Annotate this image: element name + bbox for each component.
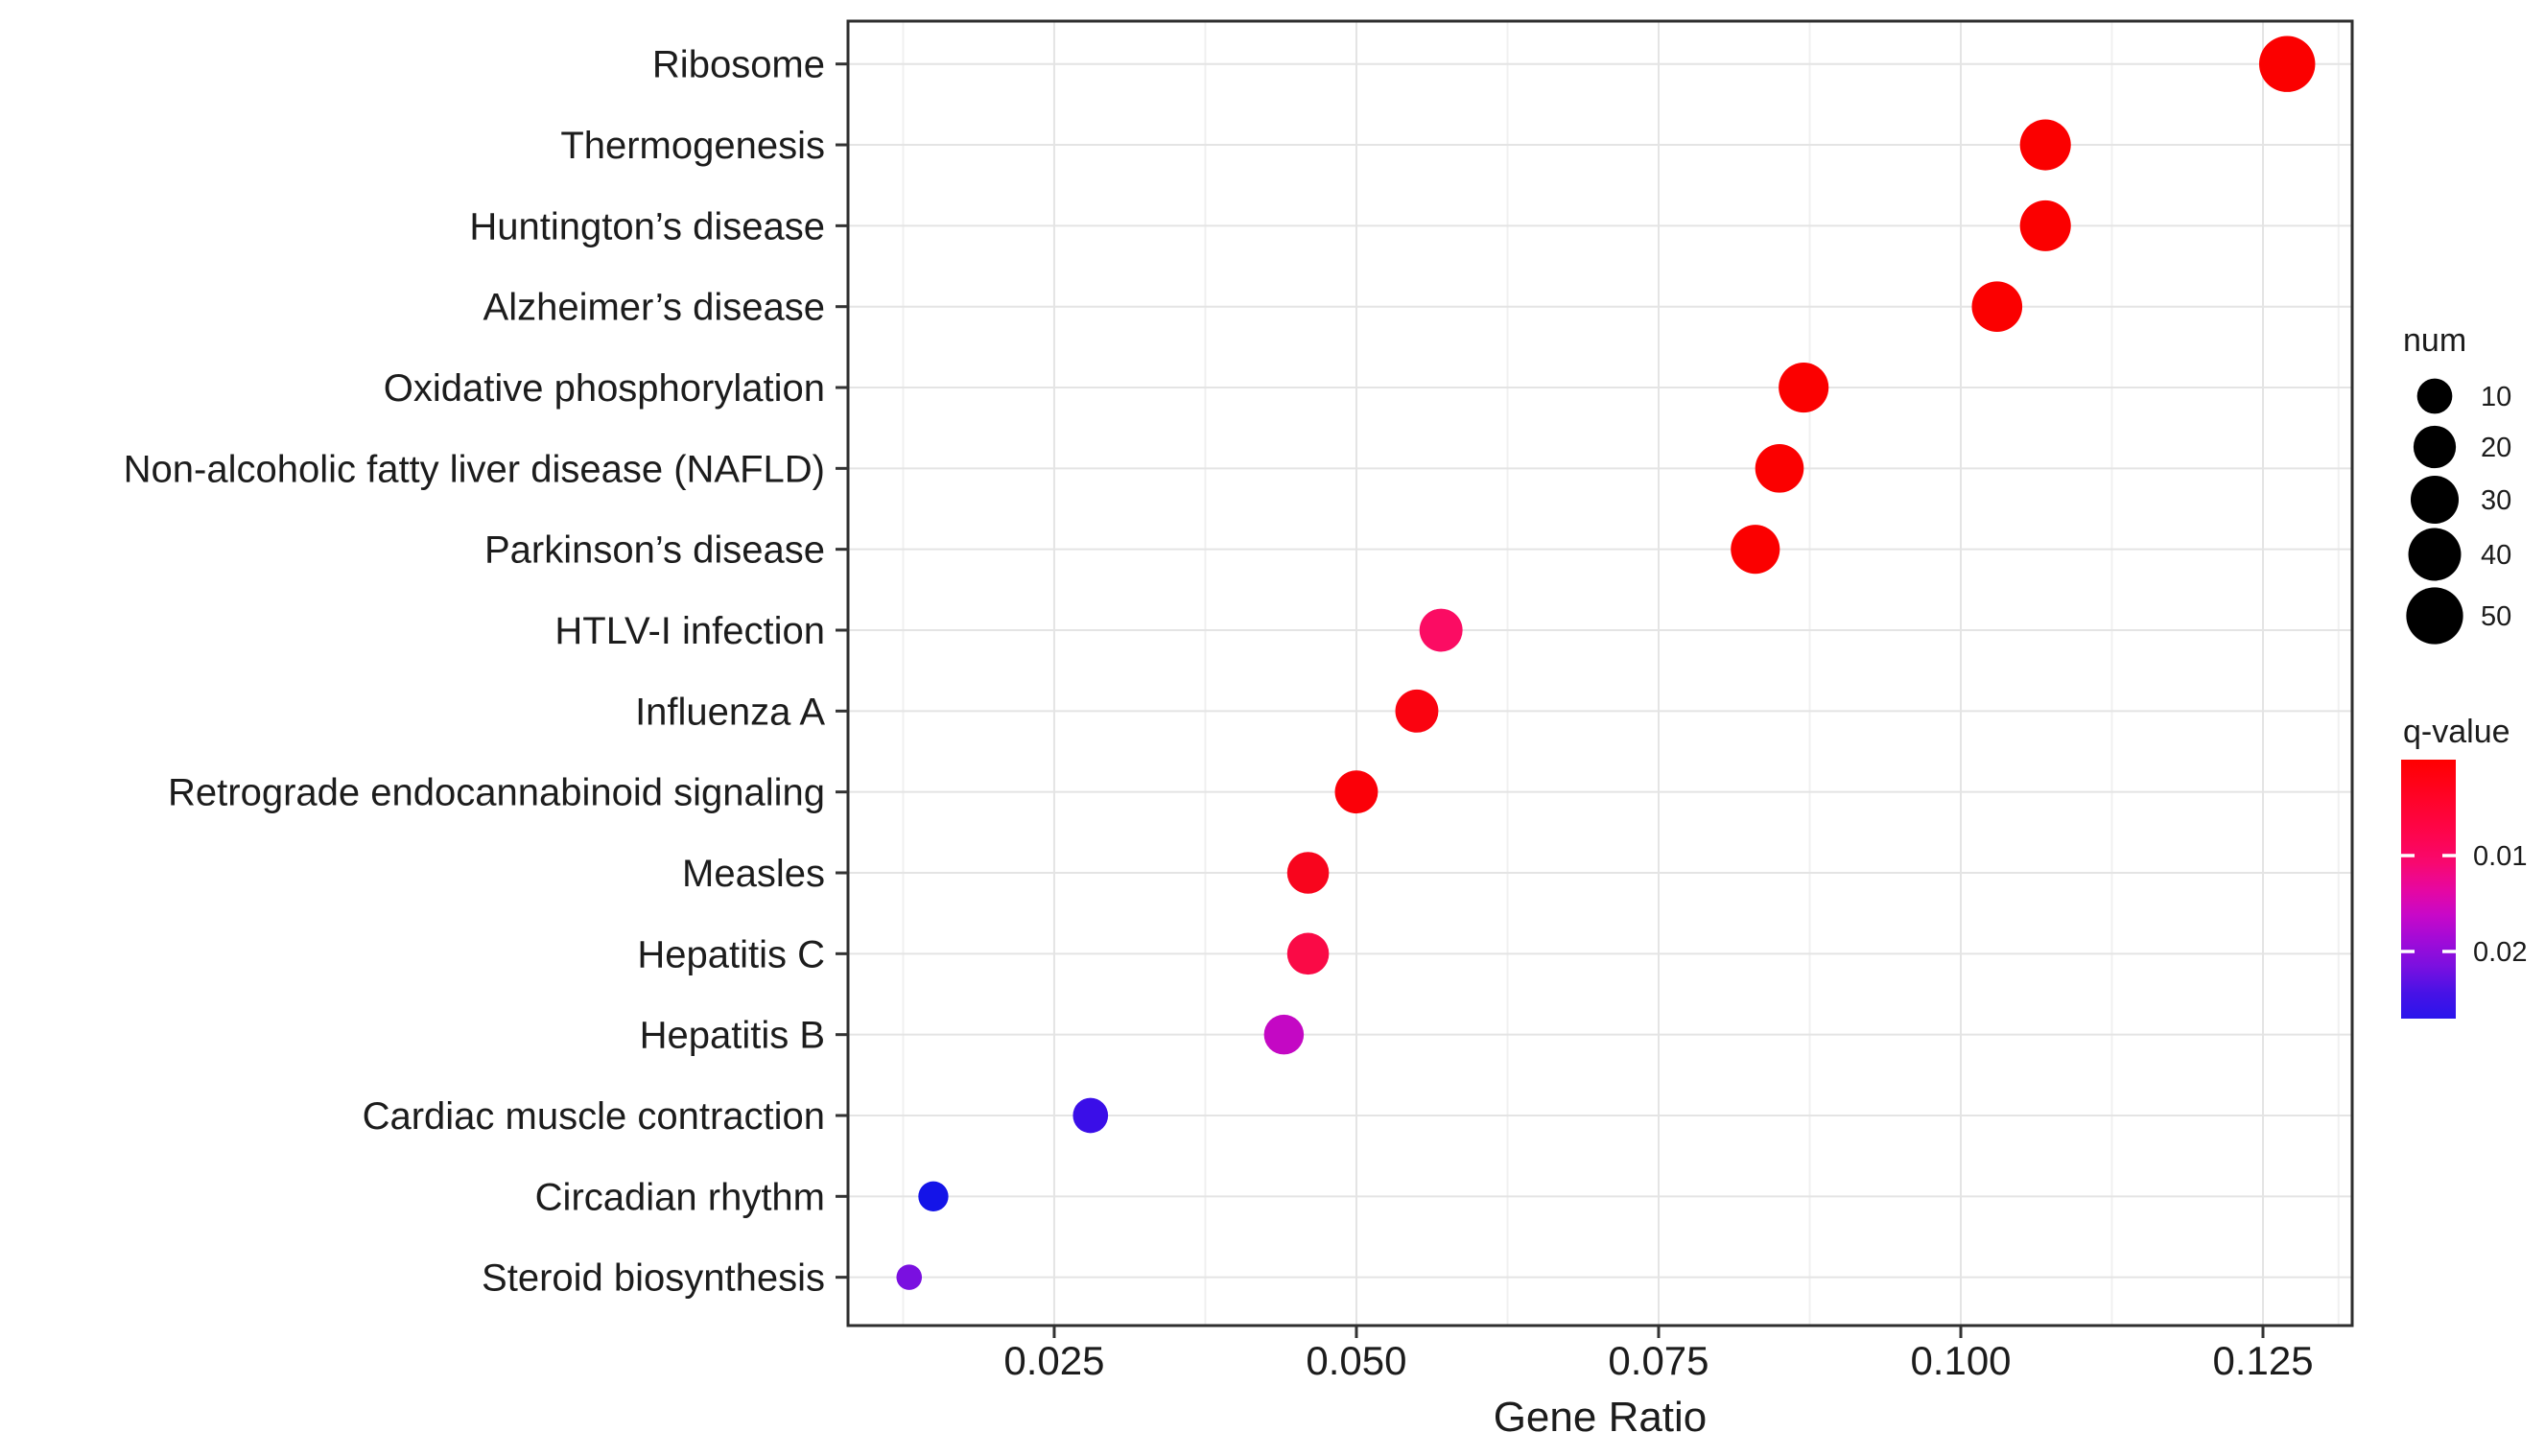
size-legend-label: 40 — [2481, 540, 2511, 571]
x-tick-label: 0.050 — [1306, 1338, 1406, 1383]
gridlines — [848, 21, 2352, 1326]
dot-thermogenesis — [2019, 119, 2071, 171]
y-axis-label: HTLV-I infection — [554, 610, 825, 652]
color-legend-label: 0.01 — [2473, 841, 2527, 872]
dot-retrograde-endocannabinoid-signaling — [1334, 770, 1379, 814]
y-axis-label: Parkinson’s disease — [484, 529, 825, 572]
color-legend: q-value 0.01 0.02 — [2401, 714, 2527, 1019]
x-tick-label: 0.075 — [1608, 1338, 1708, 1383]
x-tick-label: 0.025 — [1003, 1338, 1104, 1383]
dot-non-alcoholic-fatty-liver-disease-nafld- — [1755, 444, 1804, 493]
q-value-colorbar — [2401, 760, 2456, 1019]
size-legend-key-50 — [2406, 587, 2463, 645]
size-legend-title: num — [2403, 322, 2466, 359]
dot-hepatitis-c — [1286, 932, 1330, 975]
color-legend-title: q-value — [2403, 714, 2510, 750]
size-legend-key-40 — [2408, 528, 2462, 581]
y-axis-label: Steroid biosynthesis — [482, 1257, 825, 1300]
axis-labels: Ribosome Thermogenesis Huntington’s diseas… — [124, 44, 2314, 1441]
size-legend-key-10 — [2416, 378, 2453, 414]
y-axis-label: Circadian rhythm — [535, 1176, 825, 1218]
size-legend-label: 20 — [2481, 433, 2511, 463]
plot-panel — [848, 21, 2352, 1326]
color-legend-label: 0.02 — [2473, 937, 2527, 968]
size-legend-label: 50 — [2481, 601, 2511, 632]
panel-border — [846, 19, 2354, 1327]
y-axis-label: Retrograde endocannabinoid signaling — [168, 772, 825, 814]
dot-parkinson-s-disease — [1731, 525, 1780, 575]
size-legend-label: 30 — [2481, 485, 2511, 516]
dot-hepatitis-b — [1263, 1014, 1305, 1055]
y-axis-label: Thermogenesis — [560, 125, 825, 167]
y-axis-label: Oxidative phosphorylation — [384, 367, 825, 410]
dot-circadian-rhythm — [918, 1181, 949, 1211]
dot-huntington-s-disease — [2019, 200, 2071, 251]
axis-ticks — [836, 62, 2265, 1338]
dot-alzheimer-s-disease — [1971, 281, 2023, 332]
dot-oxidative-phosphorylation — [1779, 362, 1829, 413]
y-axis-label: Measles — [682, 853, 825, 895]
y-axis-label: Influenza A — [635, 691, 825, 733]
x-tick-label: 0.100 — [1910, 1338, 2011, 1383]
y-axis-label: Non-alcoholic fatty liver disease (NAFLD… — [124, 448, 825, 490]
data-points — [896, 35, 2316, 1290]
dot-htlv-i-infection — [1419, 608, 1463, 652]
size-legend-key-30 — [2410, 475, 2460, 525]
dot-steroid-biosynthesis — [896, 1264, 923, 1290]
x-axis-title: Gene Ratio — [1494, 1394, 1708, 1441]
size-legend: num 10 20 30 40 50 — [2403, 322, 2511, 645]
x-tick-label: 0.125 — [2212, 1338, 2313, 1383]
y-axis-label: Alzheimer’s disease — [483, 287, 825, 329]
size-legend-key-20 — [2413, 425, 2457, 469]
y-axis-label: Hepatitis C — [637, 933, 825, 975]
y-axis-label: Ribosome — [652, 44, 825, 86]
dot-cardiac-muscle-contraction — [1072, 1097, 1109, 1134]
dot-measles — [1286, 852, 1330, 894]
dot-ribosome — [2258, 35, 2316, 92]
y-axis-label: Huntington’s disease — [469, 205, 825, 247]
dot-influenza-a — [1395, 689, 1439, 733]
y-axis-label: Cardiac muscle contraction — [363, 1095, 825, 1138]
size-legend-label: 10 — [2481, 382, 2511, 412]
y-axis-label: Hepatitis B — [640, 1015, 825, 1057]
